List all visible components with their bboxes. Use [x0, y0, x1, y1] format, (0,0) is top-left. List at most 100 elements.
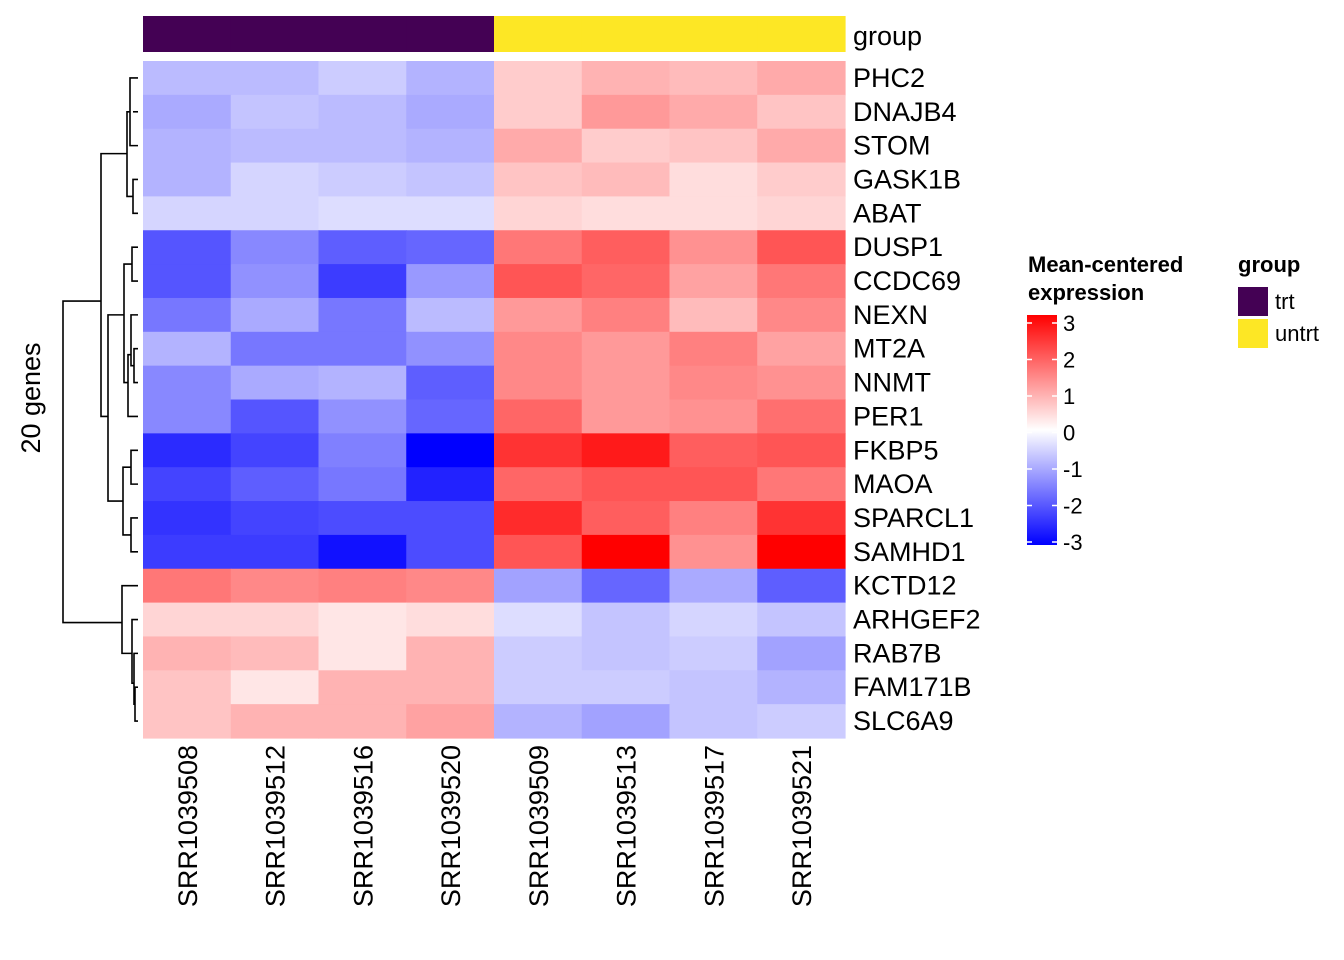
heatmap-cell — [318, 94, 407, 130]
row-label: ABAT — [853, 198, 922, 228]
heatmap-cell — [230, 94, 320, 130]
annotation-cell — [143, 16, 232, 52]
heatmap-cell — [230, 534, 320, 570]
heatmap-cell — [494, 331, 583, 367]
row-label: MT2A — [853, 334, 925, 364]
heatmap-cell — [494, 568, 583, 604]
row-axis-label: 20 genes — [16, 342, 46, 453]
row-label: SLC6A9 — [853, 706, 954, 736]
row-dendrogram — [62, 77, 138, 722]
heatmap-cell — [757, 704, 846, 739]
heatmap-cell — [494, 230, 583, 265]
dendrogram-branch — [133, 347, 138, 384]
heatmap-cell — [669, 670, 758, 705]
heatmap-cell — [669, 61, 758, 96]
heatmap-cell — [230, 568, 320, 604]
heatmap-cell — [318, 128, 407, 164]
heatmap-cell — [669, 128, 758, 164]
colorbar-gradient — [1027, 315, 1057, 545]
heatmap-cell — [757, 670, 846, 705]
row-label: NEXN — [853, 300, 928, 330]
heatmap-cell — [318, 331, 407, 367]
dendrogram-branch — [134, 686, 138, 722]
heatmap-cell — [143, 230, 232, 265]
heatmap-cell — [494, 467, 583, 502]
heatmap-cell — [143, 196, 232, 231]
heatmap-cell — [143, 433, 232, 468]
colorbar-ticks: 3 2 1 0 -1 -2 -3 — [1027, 311, 1083, 555]
heatmap-cell — [757, 128, 846, 164]
legend-label: trt — [1275, 289, 1295, 314]
heatmap-cell — [406, 636, 495, 671]
heatmap-cell — [406, 128, 495, 164]
heatmap-cell — [581, 61, 671, 96]
heatmap-cell — [757, 602, 846, 638]
column-label: SRR1039516 — [348, 745, 378, 907]
dendrogram-branch — [133, 652, 138, 705]
heatmap-cell — [230, 636, 320, 671]
heatmap-cell — [143, 94, 232, 130]
heatmap-cell — [581, 704, 671, 739]
heatmap-cell — [757, 636, 846, 671]
heatmap-cell — [494, 196, 583, 231]
dendrogram-branch — [100, 152, 127, 418]
row-label: STOM — [853, 131, 931, 161]
heatmap-cell — [669, 196, 758, 231]
heatmap-cell — [581, 501, 671, 536]
heatmap-cell — [406, 196, 495, 231]
row-label: PER1 — [853, 401, 924, 431]
row-label: NNMT — [853, 368, 931, 398]
heatmap-cell — [318, 501, 407, 536]
legend-swatch — [1238, 287, 1268, 316]
heatmap-cell — [406, 61, 495, 96]
column-label: SRR1039521 — [787, 745, 817, 907]
heatmap-cell — [406, 433, 495, 468]
heatmap-cell — [318, 568, 407, 604]
heatmap-cell — [581, 128, 671, 164]
heatmap-cell — [757, 61, 846, 96]
row-label: GASK1B — [853, 164, 961, 194]
dendrogram-branch — [130, 449, 138, 485]
heatmap-cell — [143, 162, 232, 197]
heatmap-cell — [581, 602, 671, 638]
heatmap-cell — [230, 704, 320, 739]
heatmap-cell — [318, 704, 407, 739]
heatmap-cell — [143, 670, 232, 705]
heatmap-cell — [581, 230, 671, 265]
heatmap-cell — [581, 433, 671, 468]
heatmap-cell — [230, 399, 320, 434]
heatmap-cell — [230, 365, 320, 401]
heatmap-cell — [230, 602, 320, 638]
heatmap-cell — [669, 568, 758, 604]
annotation-cell — [230, 16, 320, 52]
heatmap-cell — [230, 297, 320, 333]
legend-swatch — [1238, 319, 1268, 348]
colorbar-tick-label: 2 — [1063, 348, 1075, 373]
heatmap-cell — [406, 297, 495, 333]
heatmap-cell — [581, 365, 671, 401]
heatmap-cell — [669, 94, 758, 130]
heatmap-cell — [230, 128, 320, 164]
heatmap-cell — [669, 636, 758, 671]
heatmap-cell — [757, 365, 846, 401]
heatmap-cell — [230, 264, 320, 299]
column-label: SRR1039512 — [261, 745, 291, 907]
heatmap-cell — [581, 297, 671, 333]
colorbar-tick-label: 1 — [1063, 384, 1075, 409]
heatmap-cell — [494, 670, 583, 705]
heatmap-cell — [494, 264, 583, 299]
colorbar-tick-label: 0 — [1063, 421, 1075, 446]
row-label: CCDC69 — [853, 266, 961, 296]
heatmap-cell — [494, 704, 583, 739]
heatmap-cell — [581, 534, 671, 570]
heatmap-cell — [406, 230, 495, 265]
heatmap-cell — [757, 467, 846, 502]
colorbar-tick-label: 3 — [1063, 311, 1075, 336]
heatmap-cell — [669, 162, 758, 197]
heatmap-cell — [406, 467, 495, 502]
heatmap-cell — [581, 399, 671, 434]
heatmap-cells — [143, 61, 846, 739]
dendrogram-branch — [121, 584, 138, 655]
heatmap-cell — [669, 501, 758, 536]
